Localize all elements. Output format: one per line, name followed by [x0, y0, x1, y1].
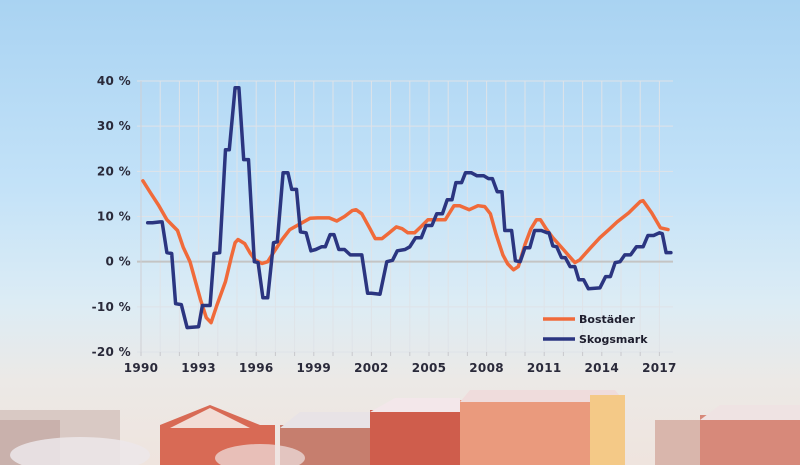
x-tick-label: 2014	[584, 361, 619, 375]
axes: -20 % -10 % 0 % 10 % 20 % 30 % 40 % 1990 1993 199…	[92, 74, 677, 375]
x-tick-label: 2011	[527, 361, 562, 375]
y-tick-label: 0 %	[106, 255, 131, 269]
x-tick-label: 2002	[354, 361, 389, 375]
x-tick-label: 1999	[296, 361, 331, 375]
series-layer	[141, 86, 673, 330]
x-tick-label: 2005	[412, 361, 447, 375]
legend-label: Bostäder	[579, 313, 636, 326]
series-line-bost-der	[141, 179, 670, 325]
y-tick-label: -20 %	[92, 345, 131, 359]
y-tick-label: 10 %	[97, 210, 131, 224]
y-tick-label: -10 %	[92, 300, 131, 314]
y-tick-label: 30 %	[97, 119, 131, 133]
legend: Bostäder Skogsmark	[543, 313, 648, 346]
x-tick-label: 1990	[124, 361, 159, 375]
x-tick-label: 2017	[642, 361, 677, 375]
y-tick-label: 20 %	[97, 164, 131, 178]
legend-label: Skogsmark	[579, 333, 648, 346]
city-skyline-backdrop	[0, 390, 800, 465]
x-tick-label: 1996	[239, 361, 274, 375]
series-line-skogsmark	[145, 86, 673, 330]
x-tick-label: 2008	[469, 361, 504, 375]
grid	[137, 80, 673, 353]
y-tick-label: 40 %	[97, 74, 131, 88]
x-tick-label: 1993	[181, 361, 216, 375]
